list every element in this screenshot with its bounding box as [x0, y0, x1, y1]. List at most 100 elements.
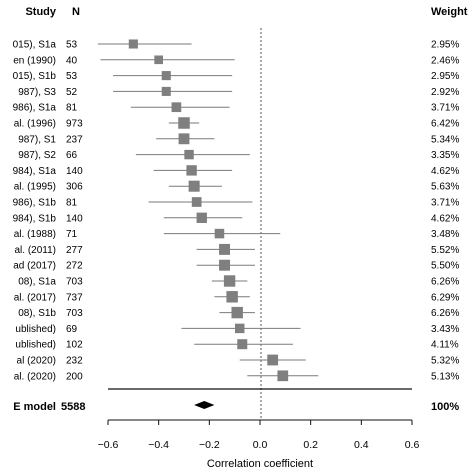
effect-square [234, 323, 245, 334]
study-row: al. (1996) 973 6.42% [14, 117, 459, 130]
study-weight: 3.35% [431, 150, 459, 161]
study-weight: 5.13% [431, 371, 459, 382]
summary-diamond [194, 401, 215, 409]
study-label: al. (2011) [14, 245, 56, 256]
study-label: 986), S1b [13, 198, 57, 209]
study-weight: 4.62% [431, 166, 459, 177]
study-n: 973 [66, 119, 83, 130]
study-row: 08), S1b 703 6.26% [18, 306, 459, 319]
study-row: al. (1988) 71 3.48% [14, 228, 459, 240]
study-label: ublished) [15, 340, 56, 351]
summary-label: E model [13, 401, 56, 413]
effect-square [161, 86, 171, 96]
study-weight: 5.34% [431, 134, 459, 145]
effect-square [267, 354, 279, 366]
effect-square [188, 180, 200, 192]
study-row: 986), S1a 81 3.71% [13, 102, 459, 114]
study-label: 987), S3 [18, 87, 56, 98]
study-row: al. (2011) 277 5.52% [14, 243, 459, 256]
study-row: 984), S1a 140 4.62% [13, 165, 459, 177]
effect-square [231, 306, 243, 319]
study-n: 140 [66, 213, 83, 224]
study-n: 102 [66, 340, 83, 351]
effect-square [128, 39, 138, 49]
study-label: ublished) [15, 324, 56, 335]
study-label: 015), S1b [13, 71, 57, 82]
effect-square [277, 370, 289, 382]
study-row: al. (2020) 200 5.13% [14, 370, 459, 382]
effect-square [184, 149, 194, 160]
study-n: 81 [66, 103, 78, 114]
study-label: 08), S1b [18, 308, 56, 319]
study-weight: 2.92% [431, 87, 459, 98]
study-row: 984), S1b 140 4.62% [13, 212, 459, 224]
study-label: al. (1988) [14, 229, 56, 240]
x-tick-label: 0.4 [354, 439, 369, 451]
study-n: 53 [66, 40, 78, 51]
study-row: al. (1995) 306 5.63% [14, 180, 459, 193]
study-n: 52 [66, 87, 78, 98]
study-label: 984), S1b [13, 213, 57, 224]
study-row: 987), S3 52 2.92% [18, 86, 459, 98]
study-weight: 3.43% [431, 324, 459, 335]
study-label: al (2020) [17, 356, 56, 367]
effect-square [178, 117, 190, 129]
study-label: ad (2017) [13, 261, 56, 272]
study-weight: 5.63% [431, 182, 459, 193]
study-label: al. (2020) [14, 371, 56, 382]
study-weight: 2.46% [431, 55, 459, 66]
study-n: 232 [66, 356, 83, 367]
effect-square [161, 71, 171, 81]
study-label: 984), S1a [13, 166, 57, 177]
study-label: en (1990) [13, 55, 56, 66]
study-weight: 6.26% [431, 277, 459, 288]
study-row: al (2020) 232 5.32% [17, 354, 459, 367]
study-row: 986), S1b 81 3.71% [13, 197, 459, 209]
x-tick-label: 0.2 [303, 439, 318, 451]
study-n: 71 [66, 229, 78, 240]
study-label: 987), S2 [18, 150, 56, 161]
study-row: ublished) 102 4.11% [15, 339, 459, 351]
effect-square [214, 228, 225, 239]
study-weight: 5.50% [431, 261, 459, 272]
effect-square [154, 55, 163, 65]
study-weight: 2.95% [431, 71, 459, 82]
x-tick-label: 0.6 [405, 439, 420, 451]
study-weight: 6.26% [431, 308, 459, 319]
study-label: 08), S1a [18, 277, 56, 288]
study-row: 08), S1a 703 6.26% [18, 275, 459, 288]
effect-square [171, 102, 182, 113]
study-row: 987), S2 66 3.35% [18, 149, 459, 161]
study-weight: 2.95% [431, 40, 459, 51]
study-label: 015), S1a [13, 40, 57, 51]
effect-square [186, 165, 197, 176]
study-n: 53 [66, 71, 78, 82]
study-n: 81 [66, 198, 78, 209]
study-weight: 5.32% [431, 356, 459, 367]
x-axis-label: Correlation coefficient [207, 458, 313, 470]
study-n: 272 [66, 261, 83, 272]
study-label: 987), S1 [18, 134, 56, 145]
study-weight: 5.52% [431, 245, 459, 256]
study-n: 737 [66, 292, 83, 303]
summary-n: 5588 [61, 401, 85, 413]
study-n: 703 [66, 308, 83, 319]
effect-square [196, 212, 207, 223]
study-label: al. (1995) [14, 182, 56, 193]
header-n: N [72, 6, 80, 18]
study-row: 987), S1 237 5.34% [18, 133, 459, 145]
x-axis-ticks: −0.6 −0.4 −0.2 0.0 0.2 0.4 0.6 [98, 420, 420, 451]
study-n: 306 [66, 182, 83, 193]
study-label: 986), S1a [13, 103, 57, 114]
effect-square [226, 291, 238, 303]
study-n: 237 [66, 134, 83, 145]
study-n: 40 [66, 55, 78, 66]
x-tick-label: −0.6 [98, 439, 119, 451]
study-row: ublished) 69 3.43% [15, 323, 459, 335]
study-row: 015), S1a 53 2.95% [13, 39, 459, 51]
study-row: 015), S1b 53 2.95% [13, 71, 459, 82]
effect-square [237, 339, 248, 350]
study-n: 66 [66, 150, 78, 161]
summary-weight: 100% [431, 401, 459, 413]
